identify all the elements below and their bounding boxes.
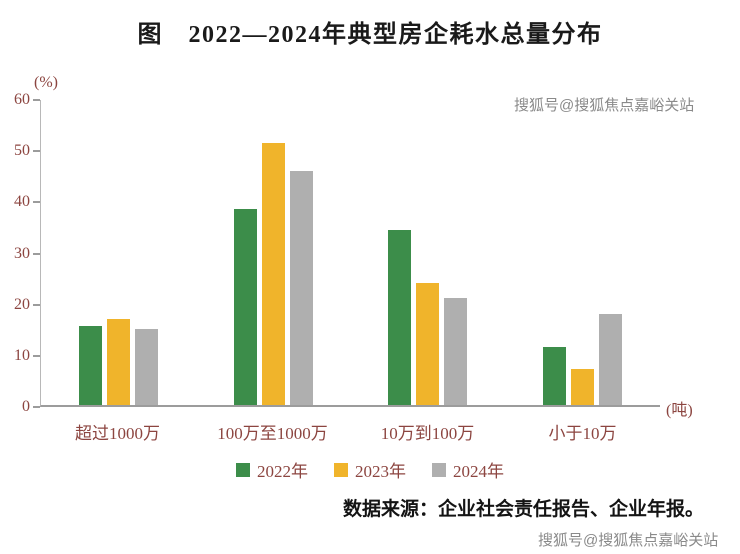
bar-group-小于10万 [505, 100, 660, 405]
y-tick-mark-20 [33, 303, 40, 306]
legend-item-2023年: 2023年 [334, 457, 406, 482]
source-note: 数据来源：企业社会责任报告、企业年报。 [342, 499, 704, 520]
x-axis-unit-label: (吨) [666, 402, 693, 419]
bar-group-100万至1000万 [196, 100, 351, 405]
legend-label-2022年: 2022年 [257, 462, 308, 481]
y-tick-mark-40 [33, 201, 40, 204]
bar-2024年-100万至1000万 [289, 171, 313, 405]
y-tick-mark-60 [33, 99, 40, 101]
chart-title: 图 2022—2024年典型房企耗水总量分布 [137, 22, 603, 48]
legend-swatch-2023年 [334, 462, 348, 477]
x-category-label-10万到100万: 10万到100万 [380, 424, 475, 443]
y-tick-mark-0 [33, 406, 40, 408]
y-tick-label-20: 20 [14, 295, 30, 313]
bar-plot [40, 100, 660, 407]
bar-2023年-小于10万 [571, 369, 595, 405]
y-axis-ticks: 0 10 20 30 40 50 60 [14, 92, 660, 415]
bar-2022年-小于10万 [543, 346, 567, 405]
y-tick-label-40: 40 [14, 193, 30, 211]
legend-swatch-2024年 [432, 462, 446, 477]
y-tick-mark-10 [33, 354, 40, 357]
watermark-bottom-right: 搜狐号@搜狐焦点嘉峪关站 [538, 532, 719, 549]
plot-area: 0 10 20 30 40 50 60 超过1000万 100万至1000万 10万到100万 小… [14, 92, 660, 443]
x-axis-category-labels: 超过1000万 100万至1000万 10万到100万 小于10万 [40, 419, 660, 444]
legend-label-2023年: 2023年 [355, 462, 406, 481]
bar-2024年-10万到100万 [444, 298, 468, 405]
x-category-label-超过1000万: 超过1000万 [75, 424, 160, 443]
bar-group-10万到100万 [351, 100, 506, 405]
watermark-top-right: 搜狐号@搜狐焦点嘉峪关站 [514, 97, 695, 114]
bar-2022年-超过1000万 [78, 326, 102, 405]
x-category-label-100万至1000万: 100万至1000万 [217, 424, 328, 443]
y-tick-label-30: 30 [14, 244, 30, 262]
legend-swatch-2022年 [236, 462, 250, 477]
bar-2022年-100万至1000万 [233, 209, 257, 405]
bar-2023年-100万至1000万 [261, 143, 285, 405]
y-axis-unit-label: (%) [34, 74, 58, 91]
y-tick-mark-30 [33, 252, 40, 255]
legend-item-2022年: 2022年 [236, 457, 308, 482]
bar-group-超过1000万 [41, 100, 196, 405]
bar-2022年-10万到100万 [388, 229, 412, 405]
legend-label-2024年: 2024年 [453, 462, 504, 481]
bar-2024年-小于10万 [599, 313, 623, 405]
legend-item-2024年: 2024年 [432, 457, 504, 482]
y-tick-label-50: 50 [14, 142, 30, 160]
y-tick-label-0: 0 [22, 398, 30, 415]
y-tick-mark-50 [33, 150, 40, 153]
x-category-label-小于10万: 小于10万 [548, 424, 617, 443]
y-tick-label-60: 60 [14, 91, 30, 108]
bar-2024年-超过1000万 [134, 328, 158, 405]
y-tick-label-10: 10 [14, 346, 30, 364]
bar-2023年-超过1000万 [106, 318, 130, 405]
bar-2023年-10万到100万 [416, 283, 440, 405]
chart-legend: 2022年 2023年 2024年 [0, 457, 740, 482]
